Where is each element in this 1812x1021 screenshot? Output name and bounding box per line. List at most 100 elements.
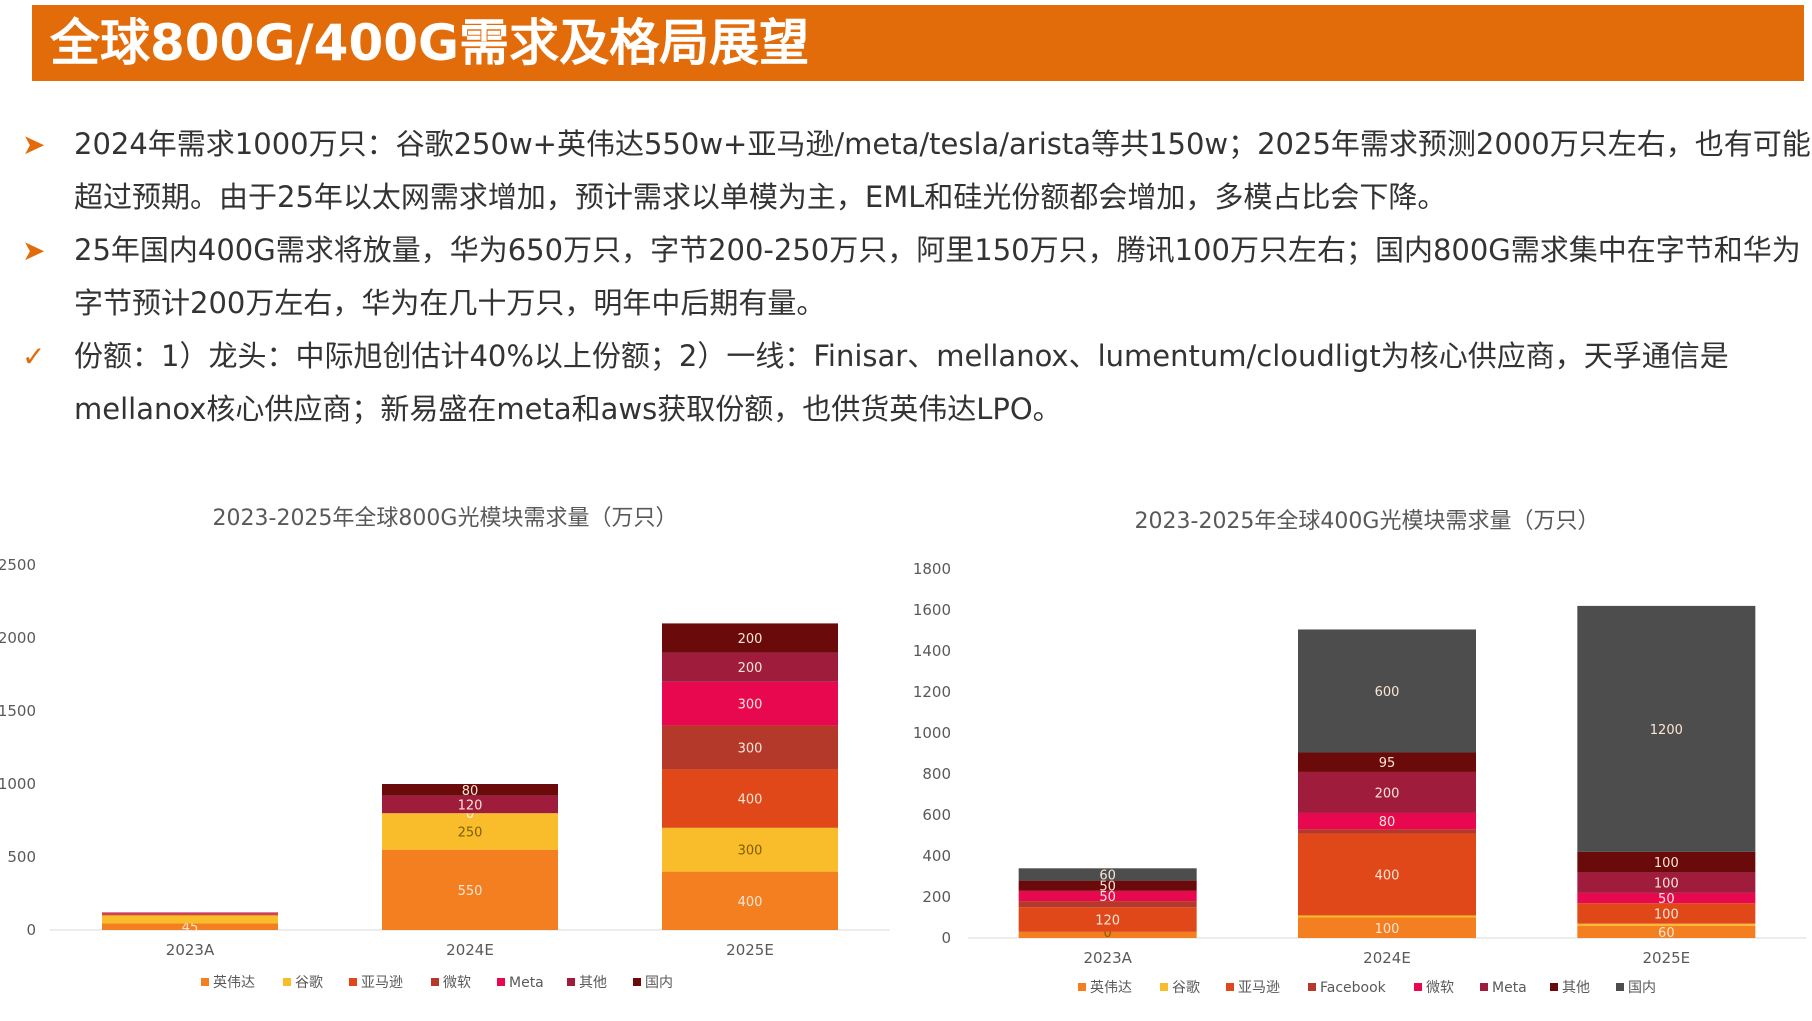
- bar-segment: [662, 681, 838, 726]
- y-tick-label: 0: [941, 929, 951, 947]
- legend-swatch: [1308, 983, 1316, 991]
- data-label: 400: [738, 793, 763, 808]
- data-label: 120: [1095, 914, 1120, 929]
- y-tick-label: 1800: [913, 560, 951, 578]
- legend-item: 英伟达: [201, 974, 255, 991]
- data-label: 60: [1658, 926, 1675, 941]
- bar-segment: [1018, 901, 1197, 908]
- legend-item: Meta: [1480, 980, 1527, 996]
- data-label: 50: [1099, 880, 1116, 895]
- bar-segment: [1298, 915, 1476, 918]
- legend-label: Facebook: [1320, 980, 1387, 996]
- bar-segment: [1298, 771, 1476, 813]
- bar-segment: [102, 915, 278, 924]
- legend-item: 其他: [567, 975, 607, 991]
- legend-swatch: [497, 978, 505, 986]
- y-tick-label: 1400: [913, 642, 951, 660]
- chart-title: 2023-2025年全球400G光模块需求量（万只）: [1135, 509, 1600, 534]
- data-label: 0: [466, 807, 474, 822]
- y-tick-label: 1000: [913, 724, 951, 742]
- check-bullet-icon: ✓: [22, 340, 46, 373]
- y-tick-label: 400: [922, 847, 951, 865]
- bar-segment: [1577, 872, 1756, 893]
- legend-item: 谷歌: [1160, 980, 1200, 996]
- bar-segment: [662, 623, 838, 653]
- data-label: 0: [1104, 926, 1112, 941]
- data-label: 1200: [1650, 723, 1683, 738]
- legend-swatch: [1550, 983, 1558, 991]
- data-label: 60: [1099, 868, 1116, 883]
- bar-segment: [1018, 868, 1197, 881]
- bullet-list: ➤ 2024年需求1000万只：谷歌250w+英伟达550w+亚马逊/meta/…: [22, 118, 1812, 436]
- arrow-bullet-icon: ➤: [22, 128, 46, 161]
- y-tick-label: 2500: [0, 556, 36, 574]
- bar-segment: [102, 913, 278, 914]
- legend-item: 国内: [633, 975, 673, 991]
- data-label: 300: [738, 742, 763, 757]
- bar-segment: [102, 913, 278, 915]
- bar-segment: [102, 914, 278, 916]
- legend-swatch: [1616, 983, 1624, 991]
- legend-label: 微软: [1426, 980, 1454, 996]
- data-label: 95: [1379, 756, 1396, 771]
- legend-label: 亚马逊: [1238, 980, 1280, 996]
- legend-item: 微软: [1414, 980, 1454, 996]
- legend-item: 英伟达: [1078, 979, 1132, 996]
- legend-label: 英伟达: [1090, 979, 1132, 996]
- bar-segment: [1577, 923, 1756, 926]
- y-tick-label: 800: [922, 765, 951, 783]
- legend-item: 其他: [1550, 980, 1590, 996]
- legend-label: 国内: [645, 975, 673, 991]
- data-label: 100: [1654, 907, 1679, 922]
- legend-item: Meta: [497, 975, 544, 991]
- data-label: 400: [1375, 868, 1400, 883]
- x-tick-label: 2024E: [446, 941, 494, 959]
- bullet-text-1: 2024年需求1000万只：谷歌250w+英伟达550w+亚马逊/meta/te…: [74, 127, 1811, 214]
- bar-segment: [1577, 851, 1756, 873]
- bar-segment: [382, 784, 558, 796]
- bullet-text-2: 25年国内400G需求将放量，华为650万只，字节200-250万只，阿里150…: [74, 233, 1801, 320]
- bar-segment: [382, 795, 558, 814]
- y-tick-label: 0: [26, 921, 36, 939]
- bar-segment: [1018, 907, 1197, 932]
- legend-label: Meta: [509, 975, 544, 991]
- arrow-bullet-icon: ➤: [22, 234, 46, 267]
- legend-item: Facebook: [1308, 980, 1387, 996]
- bar-segment: [1298, 752, 1476, 772]
- data-label: 50: [1658, 892, 1675, 907]
- data-label: 200: [1375, 786, 1400, 801]
- legend-swatch: [283, 978, 291, 986]
- data-label: 200: [738, 661, 763, 676]
- bullet-item-3: ✓ 份额：1）龙头：中际旭创估计40%以上份额；2）一线：Finisar、mel…: [22, 330, 1812, 436]
- data-label: 100: [1654, 877, 1679, 892]
- legend-swatch: [431, 978, 439, 986]
- bar-segment: [662, 652, 838, 682]
- bar-segment: [662, 769, 838, 828]
- data-label: 80: [1379, 815, 1396, 830]
- x-tick-label: 2025E: [1643, 949, 1691, 967]
- y-tick-label: 500: [7, 848, 36, 866]
- y-tick-label: 1600: [913, 601, 951, 619]
- bar-segment: [1018, 880, 1197, 891]
- bar-segment: [382, 849, 558, 930]
- y-tick-label: 600: [922, 806, 951, 824]
- legend-swatch: [567, 978, 575, 986]
- legend-swatch: [633, 978, 641, 986]
- legend-swatch: [1480, 983, 1488, 991]
- y-tick-label: 1500: [0, 702, 36, 720]
- bar-segment: [1018, 931, 1197, 938]
- bar-segment: [102, 923, 278, 930]
- bar-segment: [662, 725, 838, 770]
- legend-swatch: [1078, 983, 1086, 991]
- legend-item: 国内: [1616, 980, 1656, 996]
- data-label: 0: [466, 807, 474, 822]
- x-tick-label: 2023A: [1083, 949, 1132, 967]
- data-label: 80: [462, 784, 479, 799]
- bullet-item-1: ➤ 2024年需求1000万只：谷歌250w+英伟达550w+亚马逊/meta/…: [22, 118, 1812, 224]
- legend-label: Meta: [1492, 980, 1527, 996]
- chart-title: 2023-2025年全球800G光模块需求量（万只）: [213, 506, 678, 531]
- bullet-item-2: ➤ 25年国内400G需求将放量，华为650万只，字节200-250万只，阿里1…: [22, 224, 1812, 330]
- legend-item: 亚马逊: [349, 975, 403, 991]
- bar-segment: [1298, 629, 1476, 753]
- data-label: 50: [1099, 890, 1116, 905]
